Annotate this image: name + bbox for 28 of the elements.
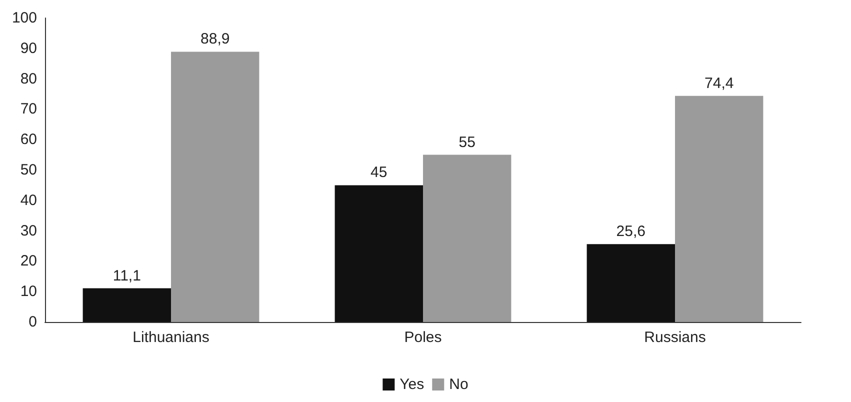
- y-tick-label: 20: [20, 252, 37, 270]
- x-tick-label: Lithuanians: [132, 329, 210, 346]
- y-tick-label: 40: [20, 192, 37, 209]
- bar: [423, 154, 512, 322]
- data-label: 74,4: [704, 74, 734, 92]
- y-tick-label: 60: [20, 131, 37, 148]
- data-label: 25,6: [616, 223, 646, 240]
- legend-label: Yes: [400, 376, 424, 393]
- bar: [82, 288, 171, 322]
- y-tick-label: 80: [20, 70, 37, 88]
- bar: [586, 244, 675, 322]
- y-tick-label: 0: [28, 314, 37, 330]
- y-tick-label: 30: [20, 222, 37, 240]
- x-tick-label: Poles: [404, 329, 442, 346]
- y-tick-label: 50: [20, 162, 37, 178]
- bar: [334, 185, 423, 322]
- bar: [171, 52, 260, 322]
- data-label: 45: [370, 164, 388, 182]
- legend-label: No: [449, 376, 468, 393]
- y-tick-label: 10: [20, 283, 37, 300]
- data-label: 55: [458, 134, 476, 151]
- y-tick-label: 90: [20, 40, 37, 57]
- data-label: 11,1: [112, 267, 141, 284]
- bar: [675, 96, 764, 322]
- x-tick-label: Russians: [644, 329, 706, 346]
- y-tick-label: 70: [20, 100, 37, 118]
- y-tick-label: 100: [12, 10, 37, 26]
- data-label: 88,9: [200, 30, 230, 48]
